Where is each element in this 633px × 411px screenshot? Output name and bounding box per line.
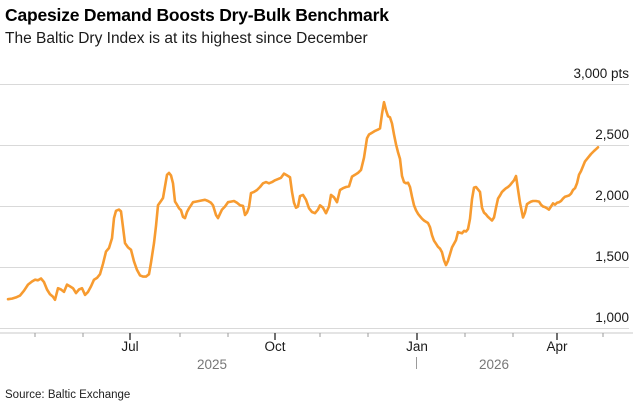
y-tick-label-1000: 1,000 (595, 309, 629, 325)
year-divider (416, 357, 417, 369)
y-tick-label-1500: 1,500 (595, 248, 629, 264)
chart-subtitle: The Baltic Dry Index is at its highest s… (5, 30, 368, 47)
y-tick-label-2000: 2,000 (595, 187, 629, 203)
x-tick-label-Apr: Apr (546, 339, 568, 354)
year-label-2025: 2025 (196, 357, 228, 372)
series-baltic-dry-index (6, 100, 600, 302)
y-tick-label-2500: 2,500 (595, 126, 629, 142)
chart-title: Capesize Demand Boosts Dry-Bulk Benchmar… (5, 5, 389, 25)
x-tick-label-Jul: Jul (121, 339, 139, 354)
y-tick-label-3000: 3,000 pts (573, 65, 629, 81)
source-note: Source: Baltic Exchange (5, 389, 131, 401)
x-tick-label-Jan: Jan (406, 339, 428, 354)
x-tick-label-Oct: Oct (264, 339, 286, 354)
year-label-2026: 2026 (478, 357, 510, 372)
